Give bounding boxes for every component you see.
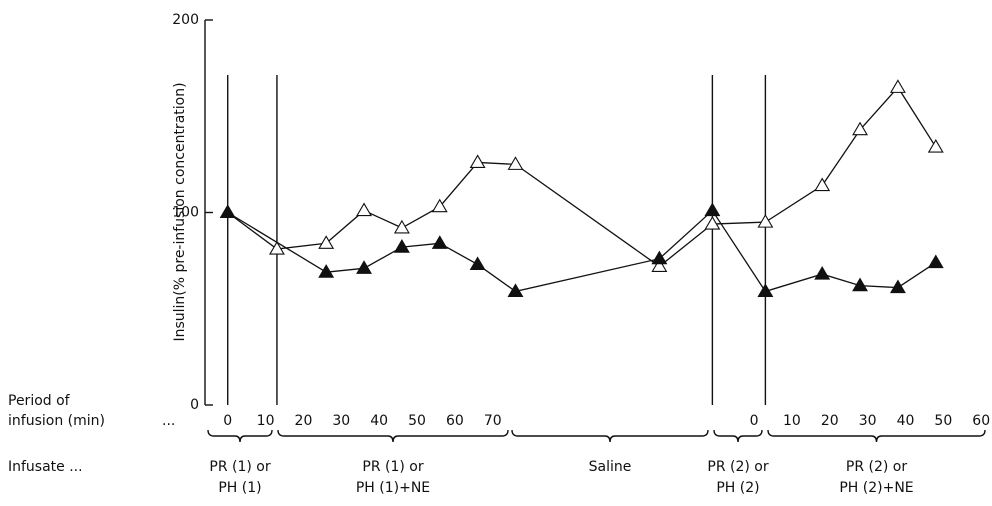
x-tick-label: 40 (897, 413, 915, 429)
marker (219, 204, 236, 219)
x-tick-label: 60 (446, 413, 464, 429)
row-label: Period of (8, 393, 71, 409)
marker (431, 235, 448, 249)
x-tick-label: 30 (859, 413, 877, 429)
marker (814, 266, 831, 280)
x-tick-label: 0 (223, 413, 232, 429)
marker (268, 240, 285, 255)
infusate-label: PR (1) or (362, 459, 423, 475)
infusate-label: PH (2)+NE (839, 480, 913, 496)
x-tick-label: 20 (295, 413, 313, 429)
marker (757, 214, 774, 228)
marker (852, 277, 869, 292)
y-axis-label: Insulin(% pre-infusion concentration) (172, 82, 188, 341)
marker (651, 258, 668, 272)
x-tick-label: 40 (370, 413, 388, 429)
infusate-label: PH (1)+NE (356, 480, 430, 496)
marker (469, 154, 486, 168)
marker (889, 79, 906, 93)
brace (713, 429, 763, 443)
marker (393, 239, 410, 253)
marker (356, 260, 372, 274)
marker (469, 256, 486, 271)
marker (318, 264, 335, 278)
x-tick-label: 0 (750, 413, 759, 429)
infusate-label: PR (1) or (209, 459, 270, 475)
x-tick-label: 10 (783, 413, 801, 429)
series-line (227, 209, 937, 293)
brace (511, 429, 709, 443)
marker (704, 215, 721, 230)
y-tick-label: 0 (190, 397, 199, 413)
row-label: ... (162, 413, 175, 429)
infusate-label: PH (1) (218, 480, 261, 496)
brace (207, 429, 273, 443)
infusate-label: PR (2) or (707, 459, 768, 475)
row-label: infusion (min) (8, 413, 105, 429)
series-line (227, 86, 937, 268)
marker (507, 283, 524, 297)
infusate-label: PR (2) or (846, 459, 907, 475)
y-tick-label: 100 (172, 205, 199, 221)
marker (927, 254, 944, 269)
marker (393, 219, 410, 234)
marker (889, 279, 906, 294)
x-tick-label: 70 (484, 413, 502, 429)
marker (651, 250, 668, 265)
x-tick-label: 60 (972, 413, 990, 429)
marker (757, 283, 774, 297)
marker (318, 235, 335, 249)
infusate-label: PH (2) (716, 480, 759, 496)
x-tick-label: 30 (332, 413, 350, 429)
x-tick-label: 50 (408, 413, 426, 429)
infusate-label: Saline (589, 459, 632, 475)
marker (814, 177, 831, 192)
x-tick-label: 10 (257, 413, 275, 429)
marker (852, 121, 869, 136)
marker (704, 202, 721, 217)
brace (277, 429, 509, 443)
marker (927, 138, 944, 153)
x-tick-label: 50 (934, 413, 952, 429)
marker (431, 198, 448, 213)
y-tick-label: 200 (172, 12, 199, 28)
x-tick-label: 20 (821, 413, 839, 429)
brace (767, 429, 986, 443)
row-label: Infusate ... (8, 459, 83, 475)
marker (356, 202, 372, 217)
marker (507, 156, 524, 170)
